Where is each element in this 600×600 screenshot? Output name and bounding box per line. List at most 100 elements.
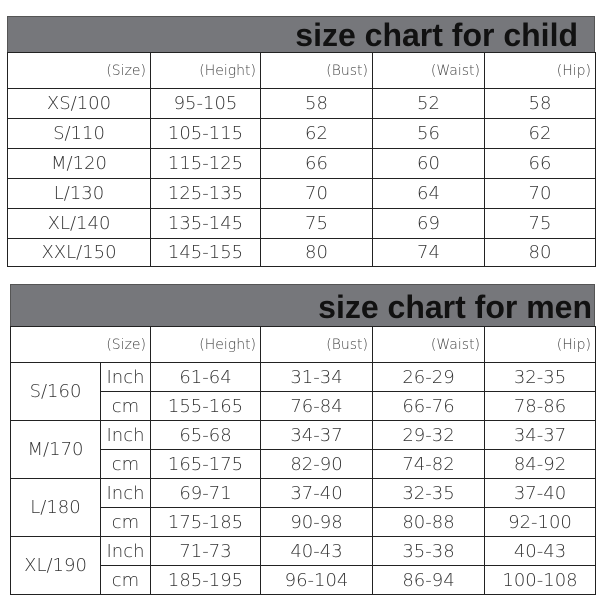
table-cell: 32-35 bbox=[372, 478, 486, 508]
table-row: M/120 115-125 66 60 66 bbox=[7, 148, 596, 179]
table-row: XL/190 Inch 71-73 40-43 35-38 40-43 bbox=[10, 536, 597, 595]
size-cell: M/170 bbox=[10, 420, 101, 479]
table-cell: 92-100 bbox=[484, 507, 597, 537]
table-cell: 84-92 bbox=[484, 449, 597, 479]
table-cell: 105-115 bbox=[150, 118, 261, 149]
table-cell: 100-108 bbox=[484, 565, 597, 595]
column-header: (Size) bbox=[7, 52, 151, 89]
table-cell: 61-64 bbox=[150, 362, 262, 392]
table-cell: 52 bbox=[372, 88, 485, 119]
table-cell: 37-40 bbox=[260, 478, 374, 508]
table-cell: 70 bbox=[260, 178, 373, 209]
table-row: L/130 125-135 70 64 70 bbox=[7, 178, 596, 209]
table-row: cm 175-185 90-98 80-88 92-100 bbox=[11, 507, 597, 537]
table-cell: 135-145 bbox=[150, 208, 261, 239]
table-cell: 75 bbox=[484, 208, 596, 239]
table-cell: 34-37 bbox=[260, 420, 374, 450]
table-row: M/170 Inch 65-68 34-37 29-32 34-37 bbox=[10, 420, 597, 479]
size-cell: XL/190 bbox=[10, 536, 101, 595]
table-row: cm 165-175 82-90 74-82 84-92 bbox=[11, 449, 597, 479]
table-row: S/110 105-115 62 56 62 bbox=[7, 118, 596, 149]
table-row: XL/140 135-145 75 69 75 bbox=[7, 208, 596, 239]
column-header: (Bust) bbox=[260, 326, 374, 363]
table-cell: 40-43 bbox=[260, 536, 374, 566]
table-cell: L/130 bbox=[7, 178, 151, 209]
men-chart-title: size chart for men bbox=[10, 284, 595, 327]
child-chart-title: size chart for child bbox=[7, 16, 595, 53]
table-cell: 90-98 bbox=[260, 507, 374, 537]
table-cell: M/120 bbox=[7, 148, 151, 179]
table-cell: 78-86 bbox=[484, 391, 597, 421]
header-row: (Size) (Height) (Bust) (Waist) (Hip) bbox=[7, 52, 596, 89]
table-cell: 66 bbox=[260, 148, 373, 179]
table-cell: 64 bbox=[372, 178, 485, 209]
table-row: S/160 Inch 61-64 31-34 26-29 32-35 bbox=[10, 362, 597, 421]
table-cell: cm bbox=[99, 507, 152, 537]
table-cell: 155-165 bbox=[150, 391, 262, 421]
table-cell: Inch bbox=[99, 362, 152, 392]
table-cell: 82-90 bbox=[260, 449, 374, 479]
men-size-table: (Size) (Height) (Bust) (Waist) (Hip) S/160 Inc… bbox=[9, 326, 597, 595]
table-cell: XL/140 bbox=[7, 208, 151, 239]
table-cell: 35-38 bbox=[372, 536, 486, 566]
table-cell: 71-73 bbox=[150, 536, 262, 566]
table-cell: Inch bbox=[99, 536, 152, 566]
column-header: (Bust) bbox=[260, 52, 373, 89]
table-cell: Inch bbox=[99, 478, 152, 508]
table-cell: 26-29 bbox=[372, 362, 486, 392]
child-size-table: (Size) (Height) (Bust) (Waist) (Hip) XS/100 95… bbox=[7, 52, 596, 267]
table-cell: 80-88 bbox=[372, 507, 486, 537]
table-cell: 60 bbox=[372, 148, 485, 179]
header-row: (Size) (Height) (Bust) (Waist) (Hip) bbox=[9, 326, 597, 363]
column-header: (Hip) bbox=[484, 326, 597, 363]
table-cell: 80 bbox=[260, 238, 373, 267]
table-cell: Inch bbox=[99, 420, 152, 450]
table-cell: 58 bbox=[484, 88, 596, 119]
column-header: (Waist) bbox=[372, 326, 486, 363]
table-cell: S/110 bbox=[7, 118, 151, 149]
size-cell: S/160 bbox=[10, 362, 101, 421]
table-row: XS/100 95-105 58 52 58 bbox=[7, 88, 596, 119]
table-cell: 62 bbox=[484, 118, 596, 149]
table-cell: cm bbox=[99, 449, 152, 479]
table-cell: 65-68 bbox=[150, 420, 262, 450]
column-header: (Height) bbox=[150, 52, 261, 89]
table-cell: 66 bbox=[484, 148, 596, 179]
table-cell: 70 bbox=[484, 178, 596, 209]
table-cell: 145-155 bbox=[150, 238, 261, 267]
table-cell: 74-82 bbox=[372, 449, 486, 479]
table-cell: 95-105 bbox=[150, 88, 261, 119]
table-cell: 32-35 bbox=[484, 362, 597, 392]
column-header: (Hip) bbox=[484, 52, 596, 89]
table-row: cm 155-165 76-84 66-76 78-86 bbox=[11, 391, 597, 421]
table-cell: XS/100 bbox=[7, 88, 151, 119]
table-cell: 56 bbox=[372, 118, 485, 149]
table-cell: 31-34 bbox=[260, 362, 374, 392]
table-cell: cm bbox=[99, 565, 152, 595]
table-cell: 34-37 bbox=[484, 420, 597, 450]
table-cell: 62 bbox=[260, 118, 373, 149]
table-cell: 37-40 bbox=[484, 478, 597, 508]
table-cell: 40-43 bbox=[484, 536, 597, 566]
table-row: cm 185-195 96-104 86-94 100-108 bbox=[11, 565, 597, 595]
table-cell: XXL/150 bbox=[7, 238, 151, 267]
table-cell: 115-125 bbox=[150, 148, 261, 179]
table-cell: cm bbox=[99, 391, 152, 421]
table-cell: 125-135 bbox=[150, 178, 261, 209]
column-header: (Height) bbox=[150, 326, 262, 363]
column-header: (Waist) bbox=[372, 52, 485, 89]
table-cell: 80 bbox=[484, 238, 596, 267]
table-cell: 29-32 bbox=[372, 420, 486, 450]
table-cell: 76-84 bbox=[260, 391, 374, 421]
size-cell: L/180 bbox=[10, 478, 101, 537]
table-cell: 75 bbox=[260, 208, 373, 239]
table-cell: 175-185 bbox=[150, 507, 262, 537]
table-cell: 86-94 bbox=[372, 565, 486, 595]
table-cell: 74 bbox=[372, 238, 485, 267]
table-cell: 66-76 bbox=[372, 391, 486, 421]
table-row: L/180 Inch 69-71 37-40 32-35 37-40 bbox=[10, 478, 597, 537]
column-header: (Size) bbox=[9, 326, 152, 363]
table-cell: 69-71 bbox=[150, 478, 262, 508]
table-cell: 185-195 bbox=[150, 565, 262, 595]
table-row: XXL/150 145-155 80 74 80 bbox=[7, 238, 596, 267]
